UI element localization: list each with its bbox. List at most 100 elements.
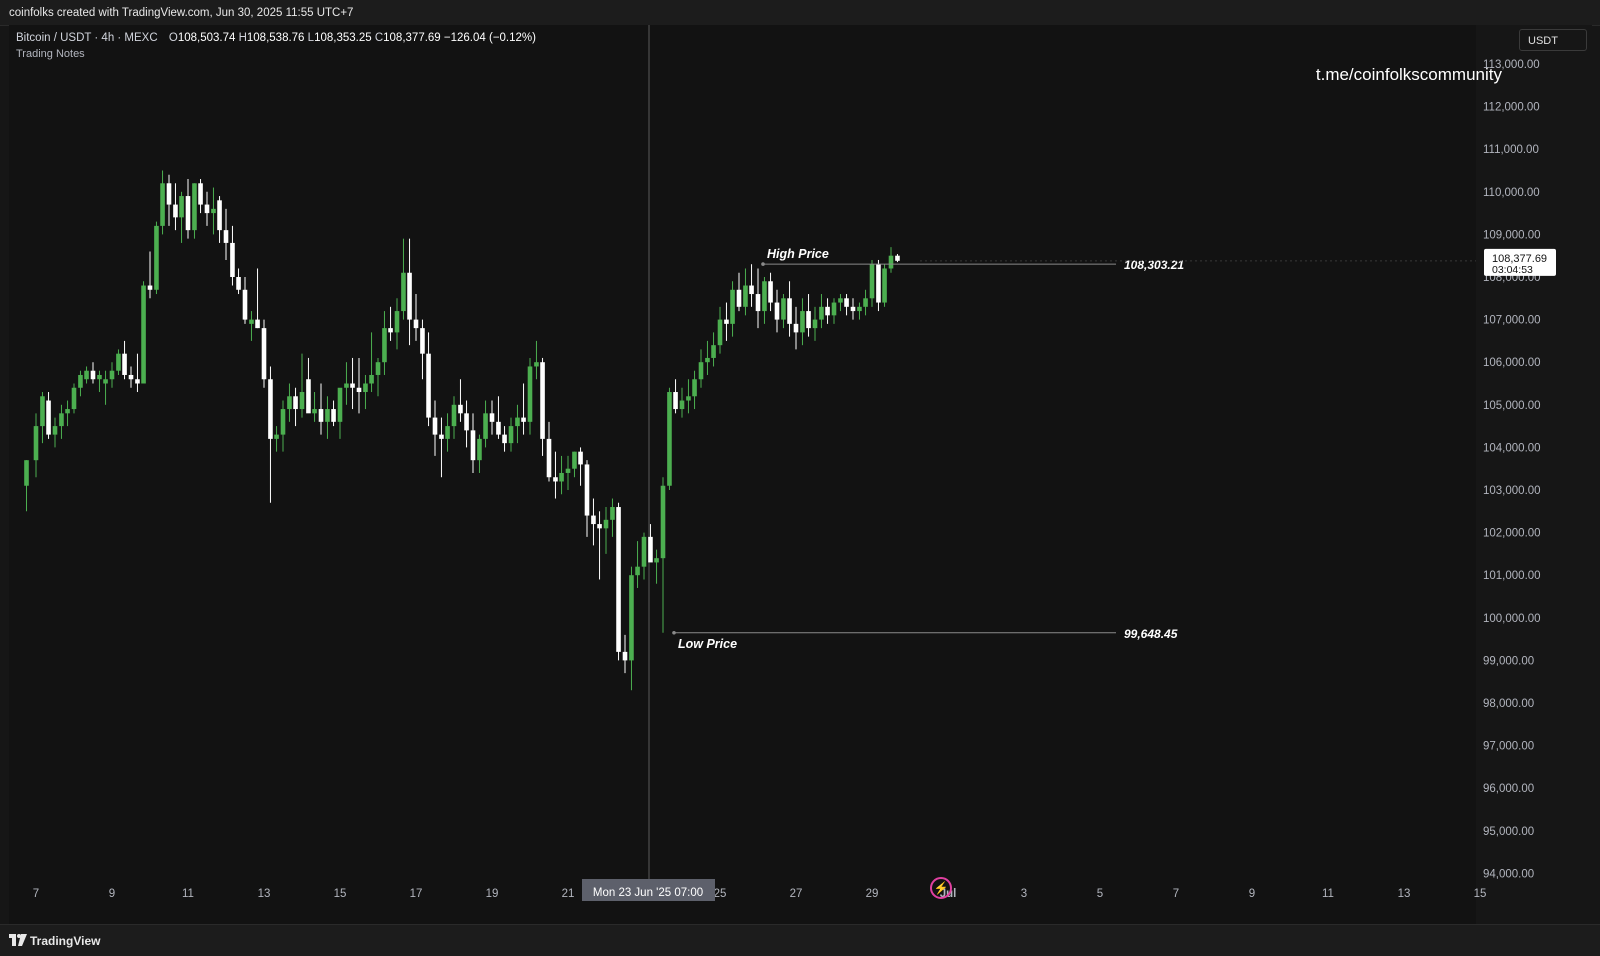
candle-body bbox=[578, 451, 583, 465]
footer-brand[interactable]: TradingView bbox=[30, 934, 101, 948]
candle-body bbox=[641, 536, 647, 567]
low-price-label: Low Price bbox=[678, 637, 737, 651]
candle-body bbox=[128, 374, 134, 380]
price-tick-label: 101,000.00 bbox=[1483, 570, 1541, 582]
candle-body bbox=[831, 302, 837, 316]
trading-notes-label[interactable]: Trading Notes bbox=[16, 48, 85, 60]
candle-body bbox=[768, 281, 773, 303]
candle-body bbox=[692, 379, 697, 397]
candle-body bbox=[249, 319, 254, 324]
candle-body bbox=[825, 306, 830, 316]
time-tick-label: 13 bbox=[258, 888, 271, 900]
close-value: 108,377.69 bbox=[383, 32, 441, 44]
candle-body bbox=[806, 311, 811, 329]
candle-body bbox=[426, 353, 431, 418]
price-tick-label: 105,000.00 bbox=[1483, 400, 1541, 412]
chart-area[interactable]: 113,000.00 112,000.00 111,000.00 110,000.00… bbox=[9, 25, 1592, 924]
candle-body bbox=[141, 285, 146, 384]
candle-body bbox=[819, 306, 824, 320]
candle-body bbox=[109, 370, 115, 380]
candle-body bbox=[844, 298, 849, 307]
candle-body bbox=[572, 451, 577, 469]
crosshair-time-tag bbox=[582, 879, 715, 901]
candle-body bbox=[369, 374, 374, 384]
time-tick-label: 7 bbox=[33, 888, 39, 900]
candle-body bbox=[90, 370, 96, 380]
candlestick-chart[interactable]: 113,000.00 112,000.00 111,000.00 110,000.00… bbox=[9, 25, 1592, 924]
symbol-legend: Bitcoin / USDT · 4h · MEXC O108,503.74 H… bbox=[16, 32, 536, 44]
candle-body bbox=[103, 379, 108, 384]
candle-body bbox=[331, 409, 336, 422]
candle-body bbox=[33, 426, 39, 461]
candle-body bbox=[736, 289, 742, 307]
candle-body bbox=[401, 272, 406, 312]
candle-body bbox=[477, 438, 482, 461]
price-tick-label: 98,000.00 bbox=[1483, 698, 1534, 710]
candle-body bbox=[458, 404, 463, 414]
time-tick-label: 13 bbox=[1398, 888, 1411, 900]
time-tick-label: 21 bbox=[562, 888, 575, 900]
candle-body bbox=[293, 396, 298, 410]
chart-credit: coinfolks created with TradingView.com, … bbox=[9, 7, 354, 19]
candle-body bbox=[705, 357, 710, 363]
time-tick-label: 9 bbox=[109, 888, 115, 900]
candle-body bbox=[217, 200, 222, 231]
price-tick-label: 97,000.00 bbox=[1483, 741, 1534, 753]
candle-body bbox=[318, 409, 324, 422]
last-price-value: 108,377.69 bbox=[1492, 253, 1547, 265]
candle-body bbox=[230, 242, 235, 277]
price-tick-label: 96,000.00 bbox=[1483, 783, 1534, 795]
candle-body bbox=[52, 426, 58, 435]
candle-body bbox=[648, 536, 653, 563]
candle-body bbox=[502, 434, 507, 444]
candle-body bbox=[660, 485, 666, 559]
time-tick-label: 3 bbox=[1021, 888, 1027, 900]
candle-body bbox=[382, 328, 387, 363]
symbol-title[interactable]: Bitcoin / USDT · 4h · MEXC bbox=[16, 32, 158, 44]
candle-body bbox=[838, 298, 843, 303]
last-price-tag[interactable] bbox=[1484, 248, 1556, 276]
candle-body bbox=[515, 417, 520, 427]
last-price-countdown: 03:04:53 bbox=[1492, 264, 1533, 276]
time-tick-label: 11 bbox=[1322, 888, 1334, 900]
candle-body bbox=[749, 285, 754, 295]
price-tick-label: 107,000.00 bbox=[1483, 315, 1541, 327]
candle-body bbox=[565, 468, 571, 473]
candle-body bbox=[679, 400, 685, 410]
time-tick-label: 15 bbox=[1474, 888, 1487, 900]
tradingview-logo-icon[interactable] bbox=[9, 934, 27, 946]
candle-body bbox=[211, 208, 216, 214]
currency-button[interactable]: USDT bbox=[1519, 29, 1587, 51]
candle-body bbox=[527, 366, 533, 422]
candle-body bbox=[464, 413, 469, 431]
price-axis[interactable] bbox=[1476, 25, 1592, 924]
candle-body bbox=[122, 353, 127, 375]
candle-body bbox=[489, 413, 495, 422]
candle-body bbox=[344, 383, 349, 388]
time-axis[interactable] bbox=[9, 887, 1476, 924]
candle-body bbox=[299, 392, 305, 410]
candle-body bbox=[857, 306, 862, 312]
candle-body bbox=[147, 285, 153, 290]
candle-body bbox=[635, 566, 640, 576]
candle-body bbox=[629, 575, 634, 661]
candle-body bbox=[325, 409, 330, 422]
candle-body bbox=[755, 294, 761, 312]
candle-body bbox=[71, 387, 77, 410]
high-price-value: 108,303.21 bbox=[1124, 258, 1184, 272]
high-label: H bbox=[238, 32, 247, 44]
candle-body bbox=[584, 464, 590, 516]
candle-body bbox=[65, 409, 70, 414]
candle-body bbox=[534, 362, 539, 367]
candle-body bbox=[654, 558, 659, 563]
candle-body bbox=[888, 255, 894, 269]
candle-body bbox=[432, 417, 438, 435]
time-tick-label: 29 bbox=[866, 888, 879, 900]
candle-body bbox=[337, 387, 343, 422]
candle-body bbox=[413, 319, 419, 329]
candle-body bbox=[774, 302, 780, 320]
candle-body bbox=[287, 396, 292, 410]
lightning-icon[interactable]: ⚡ bbox=[930, 877, 952, 899]
candle-body bbox=[850, 306, 856, 312]
candle-body bbox=[173, 204, 178, 218]
